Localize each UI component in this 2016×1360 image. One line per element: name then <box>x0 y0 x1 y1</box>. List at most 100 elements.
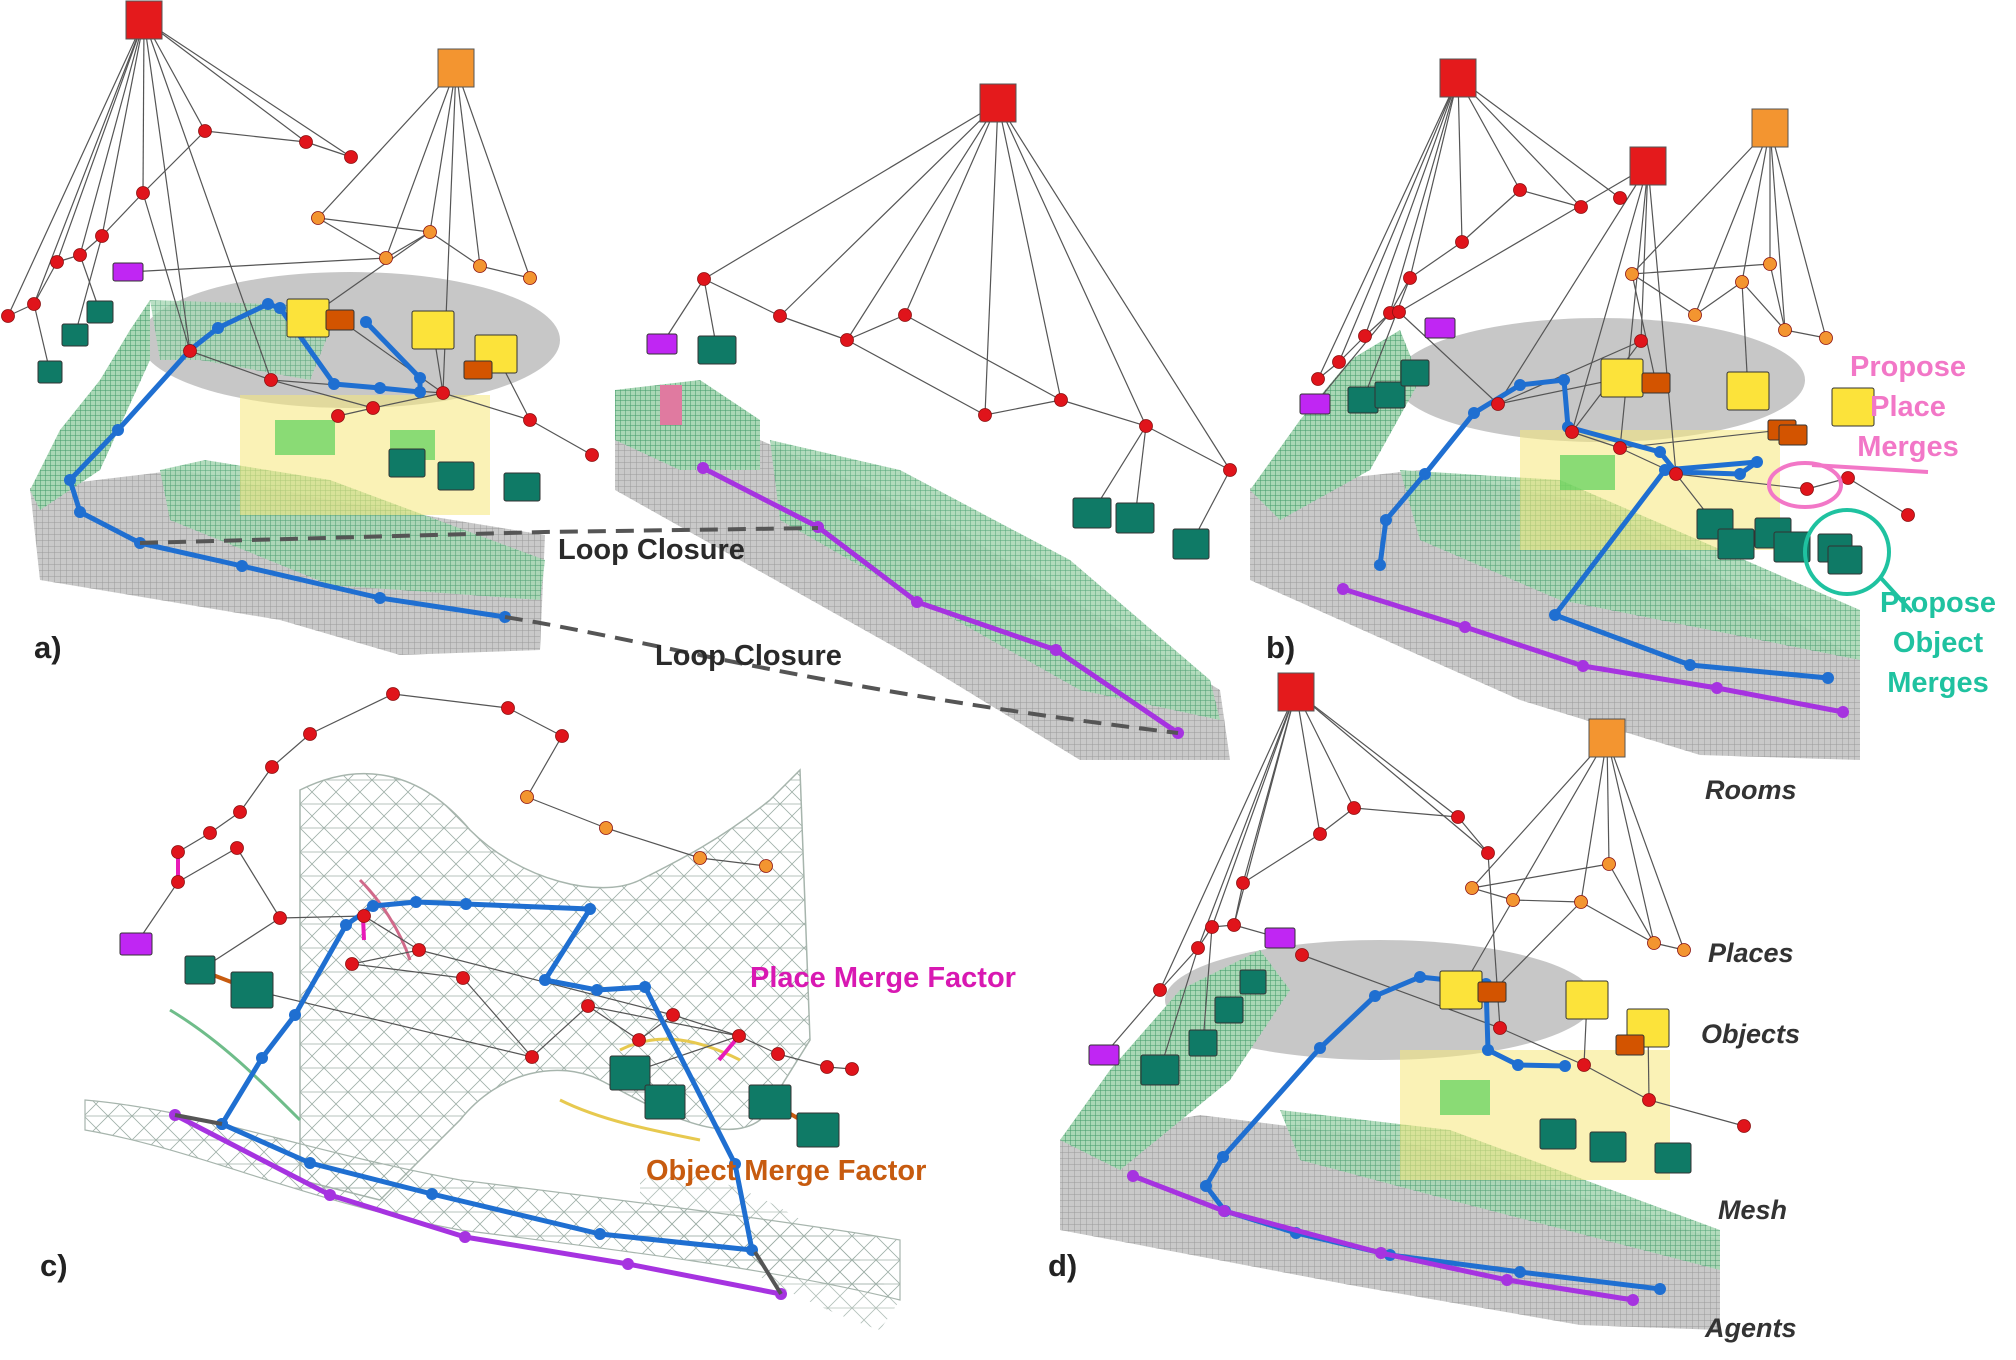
panel-d-room-edge <box>1242 691 1297 884</box>
panel-d-trajectory-pose <box>1369 990 1381 1002</box>
panel-d-trajectory-pose <box>1627 1294 1639 1306</box>
panel-b-object-node <box>1773 531 1811 563</box>
panel-b-place-edge <box>1694 281 1743 316</box>
panel-b-room-node <box>1629 146 1667 186</box>
panel-d-object-node <box>1188 1029 1218 1057</box>
panel-d-trajectory-pose <box>1414 971 1426 983</box>
panel-d-object-node <box>1615 1034 1645 1056</box>
panel-d-place-node <box>1153 983 1167 997</box>
panel-d-place-edge <box>1301 954 1501 1029</box>
panel-a-trajectory-pose <box>262 298 274 310</box>
panel-a-object-edge <box>74 235 103 336</box>
panel-a-place-edge <box>372 392 444 409</box>
panel-b-place-edge <box>1741 281 1786 331</box>
panel-b-place-edge <box>1675 473 1808 490</box>
panel-c-merge-factor <box>753 1250 783 1296</box>
panel-label-d: d) <box>1048 1248 1078 1283</box>
panel-d-place-node <box>1205 920 1219 934</box>
panel-b-room-edge <box>1769 127 1827 339</box>
panel-d-room-edge <box>1606 737 1655 944</box>
loop-closure-lines <box>139 526 1179 735</box>
panel-d-trajectory-pose <box>1218 1205 1230 1217</box>
panel-b-place-edge <box>1631 273 1696 316</box>
panel-a2-place-edge <box>846 339 986 416</box>
panel-c-place-node <box>456 971 470 985</box>
panel-a-room-edge <box>33 19 145 305</box>
panel-a-place-edge <box>317 217 387 259</box>
layer-label-mesh: Mesh <box>1718 1195 1788 1225</box>
panel-b-place-node <box>1625 267 1639 281</box>
panel-a-place-edge <box>305 141 352 158</box>
panel-a-place-node <box>331 409 345 423</box>
panel-c-trajectory-pose <box>729 1158 741 1170</box>
panel-a-object-node <box>112 262 144 282</box>
panel-d-room-edge <box>1295 691 1459 818</box>
panel-c-place-edge <box>351 963 464 979</box>
panel-a-place-node <box>95 229 109 243</box>
panel-c-trajectory-pose <box>639 981 651 993</box>
panel-c-place-node <box>632 1033 646 1047</box>
panel-d-trajectory-pose <box>1200 1180 1212 1192</box>
panel-a-place-node <box>73 248 87 262</box>
panel-d-room-edge <box>1197 691 1297 949</box>
panel-c-place-node <box>412 943 426 957</box>
panel-c-object-node <box>796 1112 840 1148</box>
panel-a2-place-node <box>773 309 787 323</box>
panel-d-place-node <box>1295 948 1309 962</box>
panel-d-place-edge <box>1471 863 1610 889</box>
propose-place-line-2: Place <box>1870 391 1946 423</box>
panel-c-place-edge <box>177 847 238 883</box>
panel-c-place-node <box>693 851 707 865</box>
panel-b-trajectory-pose <box>1374 559 1386 571</box>
panel-d-trajectory-pose <box>1501 1274 1513 1286</box>
panel-d-place-node <box>1506 893 1520 907</box>
object-merge-factor-label: Object Merge Factor <box>646 1155 927 1187</box>
panel-d-place-node <box>1677 943 1691 957</box>
panel-b-place-edge <box>1784 329 1827 339</box>
propose-place-pointer <box>1811 463 1929 474</box>
panel-b-object-node <box>1600 358 1644 398</box>
panel-c-place-node <box>501 701 515 715</box>
panel-b-object-edge <box>1362 277 1411 401</box>
panel-c-place-node <box>599 821 613 835</box>
panel-b-trajectory-pose <box>1558 374 1570 386</box>
panel-label-a: a) <box>34 630 62 665</box>
panel-c-trajectory-pose <box>289 1009 301 1021</box>
panel-b-object-node <box>1299 393 1331 415</box>
panel-c-trajectory-pose <box>539 974 551 986</box>
panel-c-trajectory-pose <box>622 1258 634 1270</box>
panel-b-room-edge <box>1647 165 1677 475</box>
panel-d-room-edge <box>1512 737 1608 901</box>
panel-a2-object-edge <box>661 278 705 345</box>
panel-d-place-edge <box>1242 833 1321 884</box>
panel-a-place-node <box>379 251 393 265</box>
panel-a-place-node <box>27 297 41 311</box>
panel-b-place-node <box>1491 397 1505 411</box>
panel-a2-place-node <box>1139 419 1153 433</box>
panel-c-place-node <box>303 727 317 741</box>
panel-d-room-edge <box>1606 737 1610 865</box>
graph-edges <box>7 19 1909 1127</box>
panel-a-object-node <box>388 448 426 478</box>
panel-a-place-node <box>299 135 313 149</box>
panel-d-object-node <box>1214 996 1244 1024</box>
panel-a-trajectory-pose <box>414 372 426 384</box>
panel-a2-place-node <box>697 272 711 286</box>
panel-a2-mesh <box>615 380 1230 760</box>
panel-a-place-edge <box>204 130 307 143</box>
panel-c-trajectory-pose <box>460 898 472 910</box>
loop-closure-label-top: Loop Closure <box>558 534 745 566</box>
panel-c-place-edge <box>526 796 607 829</box>
panel-a-room-edge <box>455 67 481 267</box>
panel-b-trajectory-pose <box>1751 456 1763 468</box>
panel-a-place-node <box>311 211 325 225</box>
graph-nodes <box>1 0 1915 1174</box>
panel-c-place-node <box>171 845 185 859</box>
panel-b-object-node <box>1374 381 1406 409</box>
panel-c-object-edge <box>251 989 533 1058</box>
panel-c-place-edge <box>526 735 563 798</box>
panel-a2-trajectory-pose <box>1050 644 1062 656</box>
layer-label-agents: Agents <box>1705 1313 1797 1343</box>
panel-c-place-edge <box>638 1014 674 1041</box>
panel-a-object-edge <box>127 257 387 273</box>
